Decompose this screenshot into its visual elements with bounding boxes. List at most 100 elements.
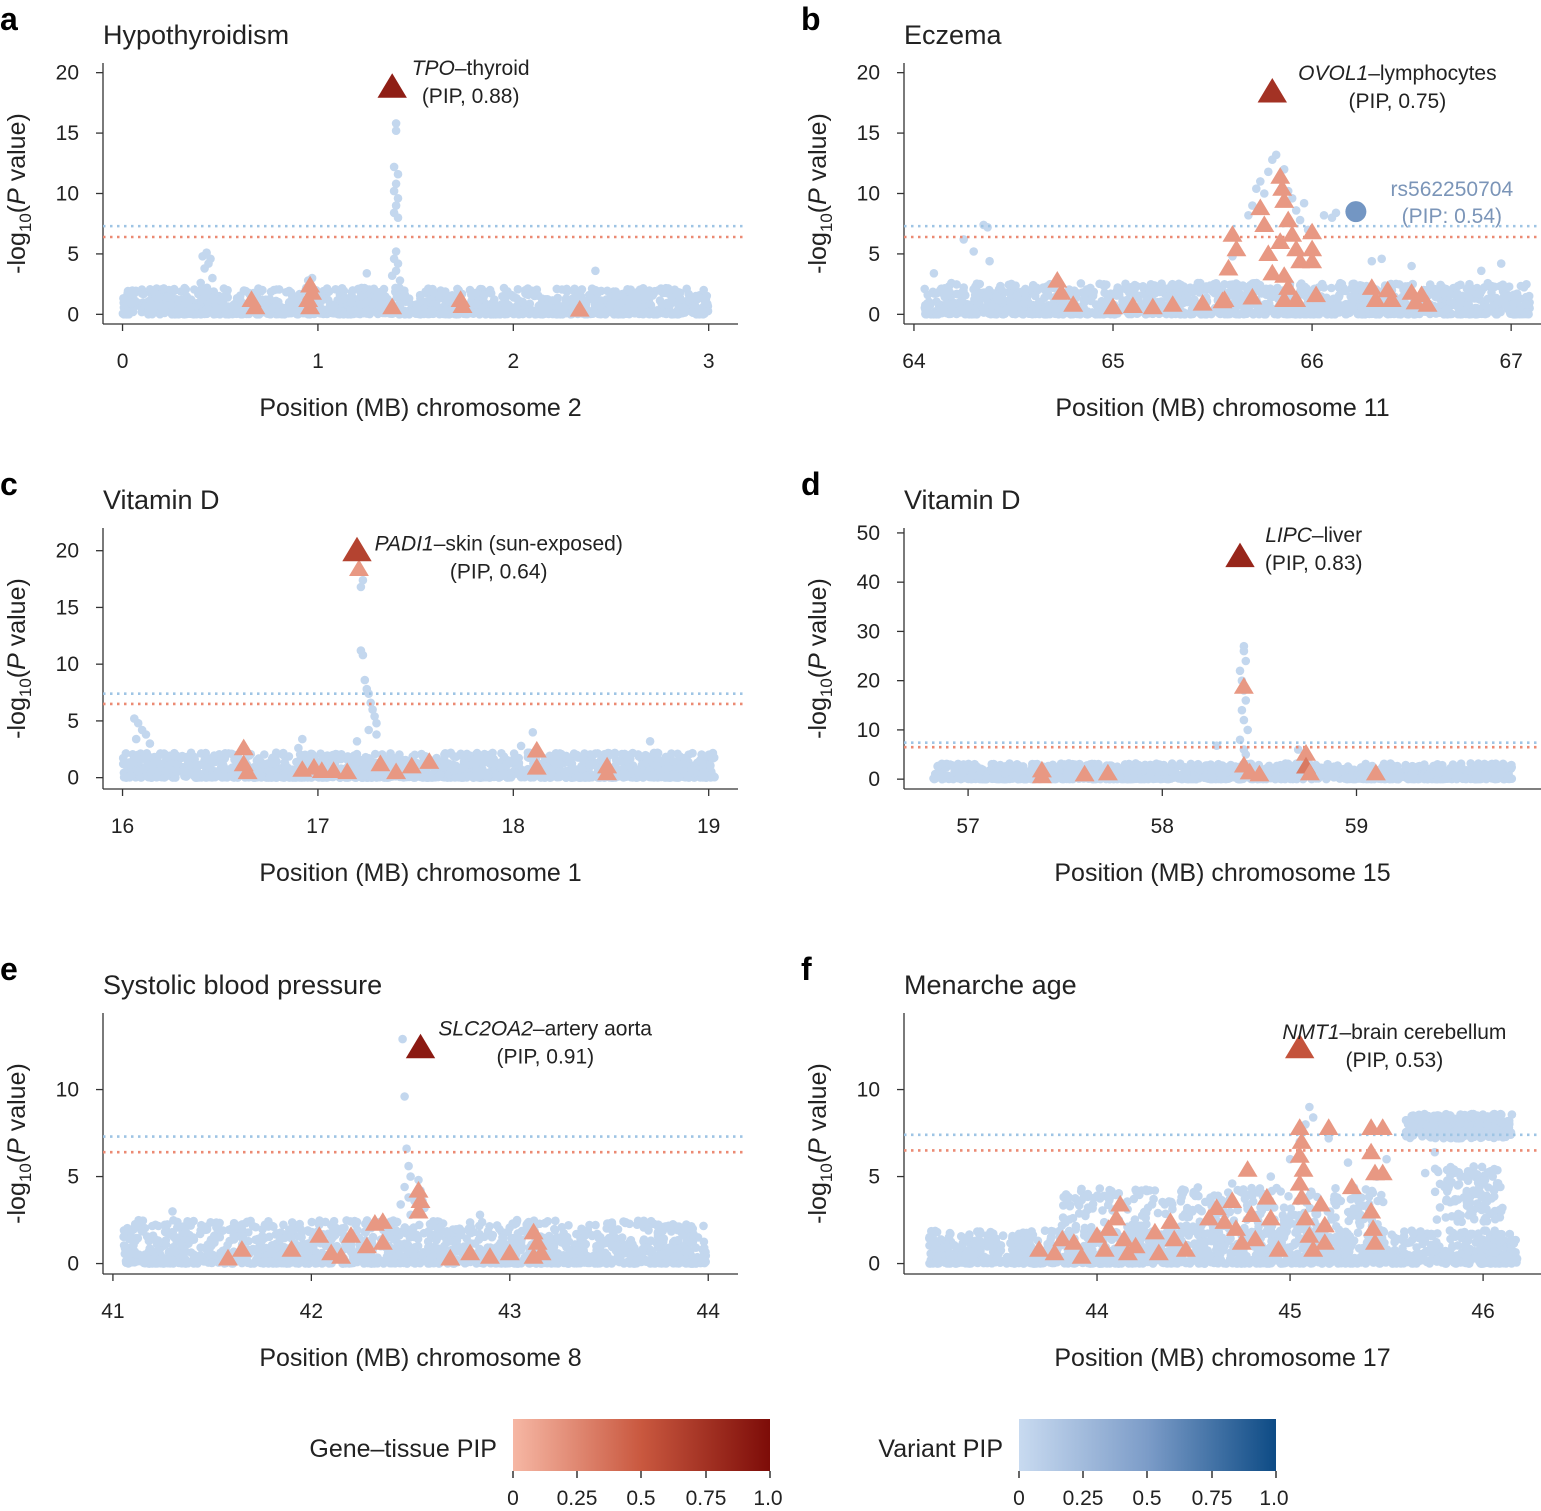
snp-point [391, 119, 401, 128]
gene-triangle [337, 762, 358, 780]
snp-point [1032, 283, 1041, 293]
snp-point [1299, 198, 1309, 208]
x-tick-label: 64 [902, 350, 926, 373]
snp-point [118, 753, 128, 763]
snp-point [1461, 301, 1471, 310]
snp-point [1334, 293, 1343, 302]
snp-point [581, 771, 591, 781]
x-tick-label: 2 [507, 350, 519, 373]
snp-point [358, 650, 368, 660]
snp-point [546, 773, 555, 782]
snp-point [1146, 280, 1156, 289]
snp-point [1455, 300, 1464, 309]
snp-point [145, 752, 154, 762]
snp-point [1472, 307, 1482, 317]
snp-point [1295, 215, 1305, 225]
gene-triangle [526, 740, 547, 758]
snp-point [1018, 309, 1027, 319]
snp-point [1315, 306, 1325, 315]
panel-letter: d [801, 466, 821, 502]
snp-point [391, 126, 401, 135]
snp-point [145, 301, 154, 310]
snp-point [1481, 309, 1490, 319]
snp-point [427, 306, 437, 315]
snp-point [552, 749, 561, 759]
snp-point [435, 770, 445, 780]
snp-point [362, 269, 372, 278]
snp-point [186, 748, 196, 758]
snp-point [223, 293, 232, 302]
x-tick-label: 1 [312, 350, 324, 373]
snp-point [986, 307, 996, 317]
snp-point [1044, 291, 1053, 300]
snp-point [513, 285, 523, 294]
snp-point [1167, 281, 1176, 290]
snp-point [164, 761, 173, 770]
snp-point [669, 769, 679, 779]
snp-point [128, 307, 138, 317]
snp-point [279, 748, 288, 758]
snp-point [1126, 283, 1135, 292]
x-tick-label: 17 [306, 815, 329, 838]
snp-point [228, 763, 237, 772]
snp-point [1491, 310, 1501, 319]
snp-point [368, 705, 377, 714]
snp-point [632, 288, 641, 297]
snp-point [191, 770, 201, 780]
snp-point [392, 291, 402, 300]
snp-point [1491, 293, 1501, 303]
snp-point [204, 259, 213, 268]
snp-point [196, 285, 206, 294]
gene-triangle [382, 297, 403, 315]
snp-point [680, 753, 689, 763]
snp-point [1020, 285, 1029, 295]
snp-point [603, 286, 612, 296]
snp-point [1100, 288, 1109, 298]
snp-point [446, 309, 455, 319]
snp-point [613, 310, 623, 319]
y-tick-label: 15 [857, 122, 880, 145]
snp-point [465, 771, 475, 781]
snp-point [280, 773, 289, 782]
gene-triangle [1226, 239, 1247, 257]
snp-point [410, 307, 420, 316]
snp-point [390, 755, 399, 764]
snp-point [623, 285, 632, 294]
lead-gene-tissue: –lymphocytes [1368, 62, 1496, 85]
snp-point [480, 290, 490, 300]
gene-triangle [597, 763, 618, 781]
snp-point [322, 284, 332, 293]
snp-point [265, 772, 275, 782]
snp-point [372, 718, 381, 728]
y-axis-label: -log10(P value) [3, 578, 35, 739]
snp-point [163, 292, 172, 302]
snp-point [169, 284, 179, 294]
snp-point [1231, 302, 1240, 311]
snp-point [952, 280, 961, 289]
snp-point [1327, 283, 1336, 293]
plot-area [118, 575, 719, 782]
snp-point [675, 295, 684, 305]
snp-point [1291, 206, 1301, 215]
snp-point [633, 767, 643, 777]
snp-point [378, 289, 387, 299]
snp-point [292, 757, 301, 767]
snp-point [364, 725, 374, 735]
snp-point [1453, 309, 1463, 319]
gene-triangle [419, 752, 440, 769]
snp-point [393, 169, 403, 179]
snp-point [200, 309, 209, 319]
snp-point [1244, 211, 1253, 220]
snp-point [1083, 307, 1092, 316]
y-axis-label: -log10(P value) [804, 113, 836, 274]
gene-triangle [1282, 225, 1303, 242]
snp-point [1057, 303, 1067, 312]
x-tick-label: 16 [111, 815, 134, 838]
snp-point [1367, 256, 1377, 266]
snp-point [190, 285, 199, 294]
snp-point [1118, 299, 1128, 309]
snp-point [578, 755, 588, 764]
